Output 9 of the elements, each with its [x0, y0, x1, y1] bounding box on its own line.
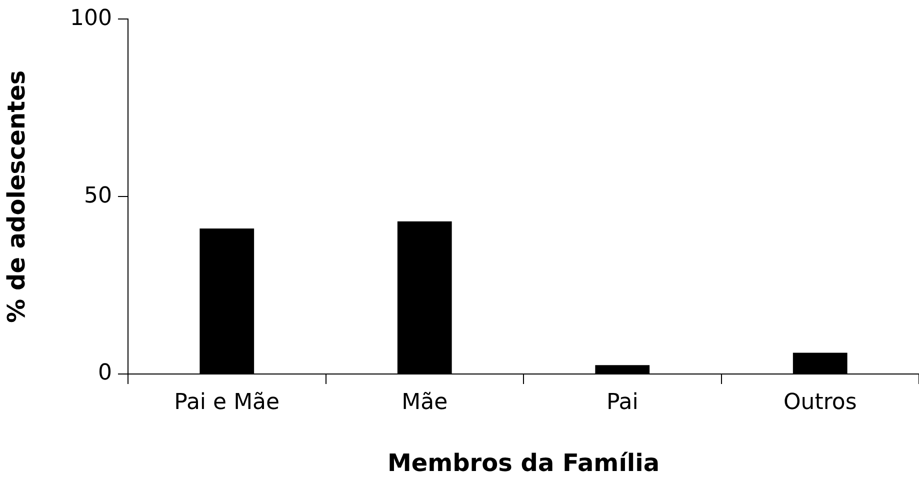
x-tick-label: Outros: [783, 390, 857, 415]
x-tick-label: Pai: [606, 390, 638, 415]
x-tick-label: Pai e Mãe: [174, 390, 280, 415]
x-axis-title: Membros da Família: [387, 448, 660, 477]
x-tick-label: Mãe: [402, 390, 448, 415]
y-axis-title: % de adolescentes: [2, 70, 31, 323]
y-tick-label: 0: [98, 360, 112, 386]
y-tick-label: 50: [84, 183, 112, 208]
y-tick-label: 100: [70, 6, 112, 31]
